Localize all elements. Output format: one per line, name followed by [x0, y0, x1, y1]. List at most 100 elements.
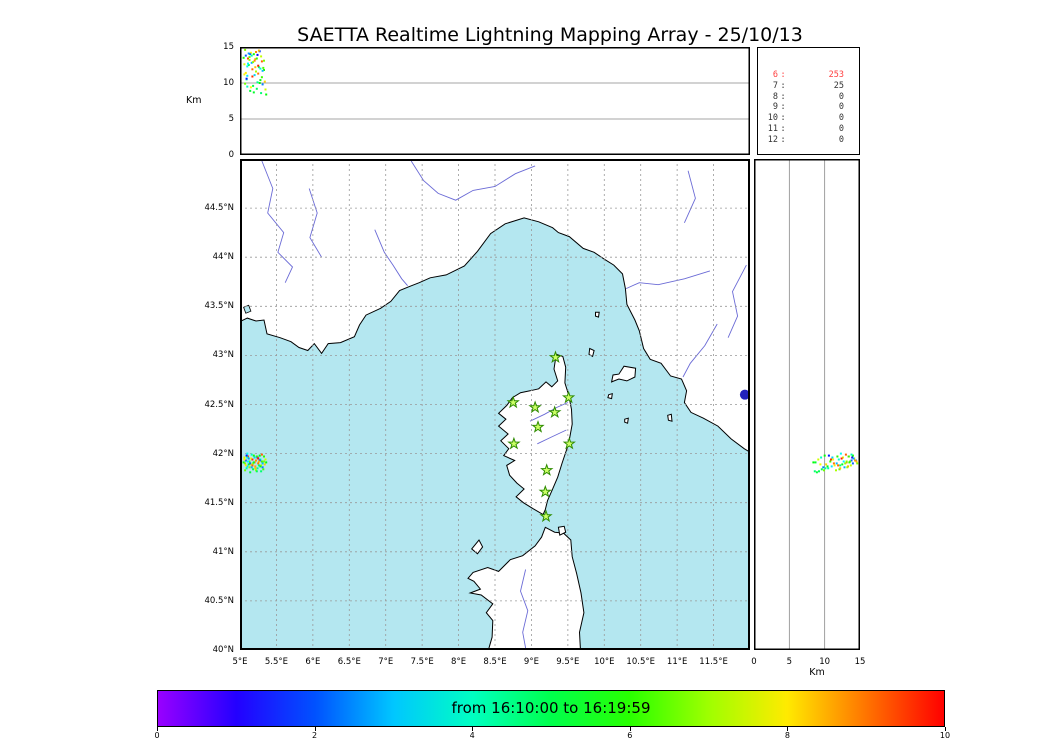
- flash-point: [244, 464, 247, 467]
- flash-point: [260, 453, 263, 456]
- flash-point: [844, 462, 847, 465]
- lon-tick-label: 9.5°E: [556, 657, 580, 667]
- colorbar-tick-label: 10: [939, 731, 951, 740]
- river: [727, 264, 747, 338]
- flash-point: [258, 82, 261, 84]
- lat-tick-label: 42.5°N: [204, 399, 234, 410]
- flash-point: [813, 470, 816, 473]
- flash-point: [263, 69, 265, 71]
- flash-point: [251, 75, 254, 78]
- lat-tick-label: 41°N: [212, 546, 234, 557]
- lon-tick-label: 7°E: [378, 657, 394, 667]
- flash-point: [823, 469, 825, 472]
- station-star-marker: [539, 509, 553, 523]
- stats-value: 25: [833, 80, 844, 91]
- coastline: [624, 417, 629, 424]
- flash-point: [246, 456, 249, 459]
- flash-point: [827, 467, 830, 470]
- flash-point: [245, 467, 248, 470]
- flash-point: [851, 456, 854, 459]
- stats-key: 6: [772, 70, 778, 80]
- lat-tick-label: 43°N: [212, 350, 234, 361]
- flash-point: [251, 68, 254, 71]
- flash-point: [257, 462, 260, 465]
- flash-point: [257, 64, 260, 67]
- stats-row-7: 7: 25: [758, 81, 859, 92]
- flash-point: [249, 53, 252, 56]
- colorbar-tick-label: 4: [469, 731, 475, 740]
- alt-tick-label-bottom: 5: [786, 657, 793, 667]
- flash-point: [243, 458, 246, 461]
- flash-point: [244, 54, 247, 57]
- coastline: [588, 347, 595, 358]
- colorbar-tickmark: [314, 727, 316, 731]
- lake-bolsena-marker: [739, 389, 750, 400]
- flash-point: [846, 466, 849, 469]
- flash-point: [263, 463, 266, 466]
- flash-point: [249, 462, 252, 465]
- flash-point: [253, 74, 256, 77]
- flash-point: [247, 457, 250, 460]
- stats-colon: :: [780, 102, 786, 113]
- lon-tick-label: 5°E: [232, 657, 248, 667]
- stats-row-11: 11: 0: [758, 124, 859, 135]
- flash-point: [260, 92, 263, 95]
- flash-point: [839, 452, 842, 455]
- flash-point: [851, 454, 854, 457]
- flash-point: [837, 464, 840, 467]
- flash-point: [831, 456, 834, 459]
- flash-point: [260, 76, 263, 79]
- flash-point: [260, 55, 263, 58]
- flash-point: [243, 63, 246, 66]
- flash-point: [244, 82, 247, 85]
- flash-point: [842, 460, 845, 463]
- flash-point: [249, 86, 252, 89]
- lon-tick-label: 5.5°E: [264, 657, 288, 667]
- flash-point: [852, 457, 855, 460]
- flash-point: [839, 464, 842, 467]
- flash-point: [263, 59, 265, 62]
- flash-point: [246, 452, 249, 455]
- flash-point: [252, 461, 255, 464]
- flash-point: [248, 466, 251, 469]
- coastline: [497, 353, 573, 516]
- flash-point: [256, 467, 259, 470]
- coastline: [467, 526, 585, 650]
- flash-point: [261, 466, 264, 469]
- flash-point: [823, 454, 826, 457]
- alt-tick-label-bottom: 0: [751, 657, 757, 667]
- station-star-marker: [548, 350, 563, 364]
- flash-point: [850, 459, 853, 462]
- flash-point: [247, 460, 249, 463]
- flash-point: [854, 459, 857, 462]
- stats-colon: :: [780, 70, 786, 80]
- flash-point: [245, 77, 248, 80]
- colorbar-tickmark: [629, 727, 631, 731]
- station-star-marker: [507, 436, 521, 450]
- flash-point: [817, 458, 820, 461]
- flash-point: [255, 87, 258, 90]
- map-border: [240, 159, 750, 650]
- flash-point: [257, 460, 260, 463]
- flash-point: [845, 460, 848, 463]
- flash-point: [259, 67, 262, 70]
- flash-point: [263, 80, 266, 83]
- flash-point: [250, 54, 253, 57]
- flash-point: [249, 51, 252, 54]
- flash-point: [820, 468, 823, 471]
- stats-colon: :: [780, 91, 786, 102]
- lon-tick-label: 11.5°E: [699, 657, 728, 667]
- stats-row-9: 9: 0: [758, 102, 859, 113]
- stats-key: 8: [772, 91, 778, 102]
- stats-value: 253: [828, 70, 844, 80]
- flash-point: [261, 462, 264, 465]
- lon-tick-label: 9°E: [523, 657, 539, 667]
- flash-point: [257, 464, 260, 467]
- station-star-marker: [562, 436, 576, 450]
- flash-point: [849, 464, 852, 467]
- flash-point: [837, 458, 840, 461]
- colorbar-tick-label: 6: [627, 731, 633, 740]
- stats-colon: :: [780, 80, 786, 91]
- flash-point: [839, 467, 842, 470]
- flash-point: [254, 465, 257, 468]
